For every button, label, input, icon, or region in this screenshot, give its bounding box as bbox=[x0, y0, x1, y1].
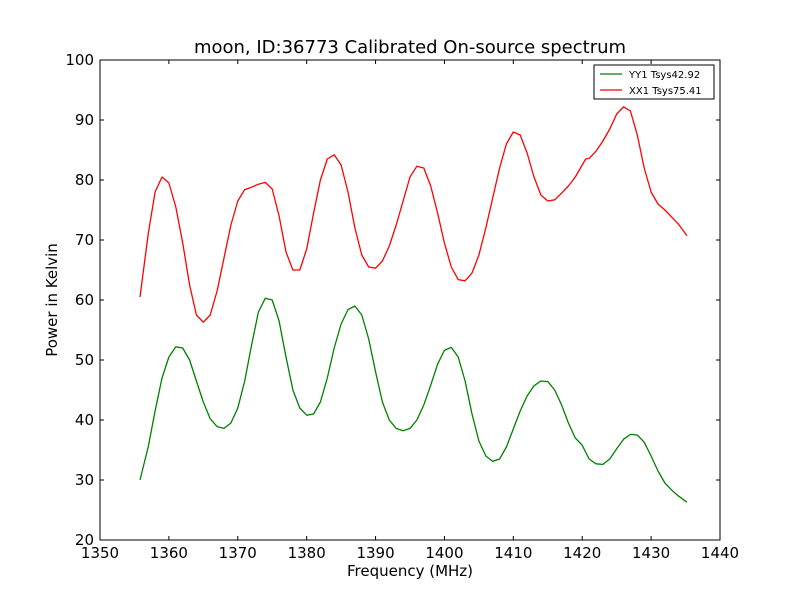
x-tick-label: 1380 bbox=[288, 544, 326, 562]
y-axis: 20 30 40 50 60 70 80 90 100 bbox=[65, 51, 720, 549]
y-tick-label: 20 bbox=[75, 531, 94, 549]
y-tick-label: 70 bbox=[75, 231, 94, 249]
x-tick-label: 1360 bbox=[150, 544, 188, 562]
x-tick-label: 1430 bbox=[632, 544, 670, 562]
y-tick-label: 90 bbox=[75, 111, 94, 129]
x-tick-label: 1390 bbox=[356, 544, 394, 562]
legend-label-yy1: YY1 Tsys42.92 bbox=[628, 70, 700, 81]
x-tick-label: 1400 bbox=[425, 544, 463, 562]
x-axis: 1350 1360 1370 1380 1390 1400 1410 1420 1430 1440 bbox=[81, 60, 739, 562]
y-axis-label: Power in Kelvin bbox=[43, 243, 61, 357]
y-tick-label: 80 bbox=[75, 171, 94, 189]
x-tick-label: 1410 bbox=[494, 544, 532, 562]
series-line-xx1 bbox=[139, 106, 688, 323]
series-line-yy1 bbox=[139, 297, 688, 503]
plot-lines bbox=[139, 106, 688, 503]
y-tick-label: 60 bbox=[75, 291, 94, 309]
legend: YY1 Tsys42.92 XX1 Tsys75.41 bbox=[593, 64, 715, 100]
y-tick-label: 30 bbox=[75, 471, 94, 489]
x-tick-label: 1440 bbox=[701, 544, 739, 562]
legend-label-xx1: XX1 Tsys75.41 bbox=[629, 86, 702, 97]
x-tick-label: 1370 bbox=[219, 544, 257, 562]
legend-box bbox=[593, 64, 715, 100]
x-axis-label: Frequency (MHz) bbox=[347, 562, 473, 580]
x-tick-label: 1350 bbox=[81, 544, 119, 562]
x-tick-label: 1420 bbox=[563, 544, 601, 562]
y-tick-label: 40 bbox=[75, 411, 94, 429]
y-tick-label: 100 bbox=[65, 51, 94, 69]
y-tick-label: 50 bbox=[75, 351, 94, 369]
chart-title: moon, ID:36773 Calibrated On-source spec… bbox=[194, 37, 626, 58]
